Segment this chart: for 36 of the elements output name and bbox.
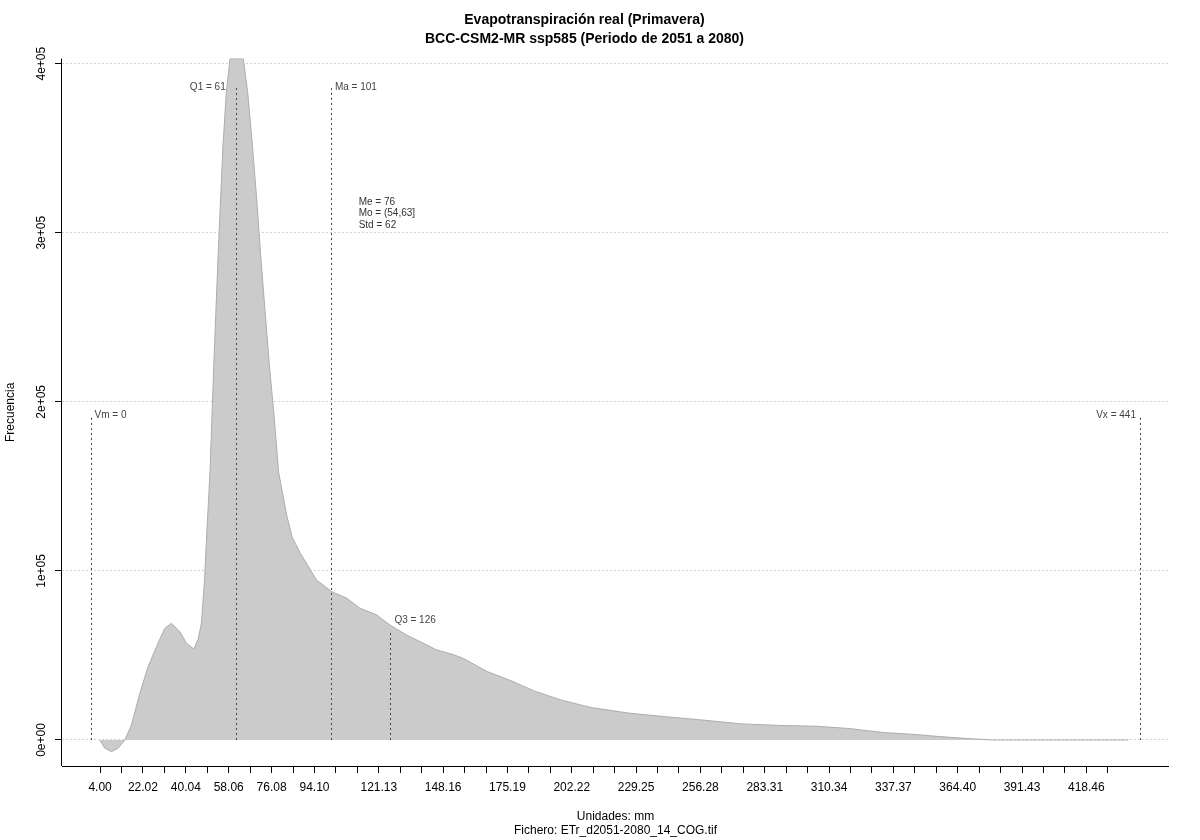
- x-tick-label: 121.13: [360, 779, 398, 794]
- annotation: Q1 = 61: [189, 81, 227, 93]
- x-tick-label: 175.19: [489, 779, 527, 794]
- chart-title: Evapotranspiración real (Primavera): [464, 11, 705, 28]
- x-tick-label: 229.25: [617, 779, 655, 794]
- x-tick-label: 418.46: [1067, 779, 1106, 794]
- x-tick-label: 94.10: [299, 779, 330, 794]
- x-tick-label: 364.40: [939, 779, 977, 794]
- x-tick-label: 337.37: [875, 779, 913, 794]
- text: Fichero: ETr_d2051-2080_14_COG.tif: [514, 823, 718, 838]
- x-axis-title: Unidades: mm: [576, 809, 655, 824]
- x-tick-label: 58.06: [213, 779, 245, 794]
- y-tick-label: 2e+05: [34, 384, 49, 419]
- y-tick-label: 3e+05: [34, 215, 49, 250]
- x-tick-label: 76.08: [256, 779, 287, 794]
- x-tick-label: 202.22: [553, 779, 591, 794]
- annotation: Vm = 0: [94, 409, 127, 421]
- chart-subtitle: BCC-CSM2-MR ssp585 (Periodo de 2051 a 2080): [425, 30, 744, 47]
- y-tick-label: 0e+00: [34, 722, 49, 757]
- x-tick-label: 256.28: [682, 779, 720, 794]
- annotation: Ma = 101: [334, 81, 378, 93]
- x-tick-label: 391.43: [1003, 779, 1041, 794]
- annotation: Mo = (54,63]: [358, 207, 416, 219]
- annotation: Q3 = 126: [394, 613, 437, 625]
- x-tick-label: 310.34: [810, 779, 848, 794]
- x-tick-label: 22.02: [127, 779, 159, 794]
- x-tick-label: 40.04: [170, 779, 202, 794]
- x-tick-label: 4.00: [88, 779, 113, 794]
- x-tick-label: 283.31: [746, 779, 784, 794]
- annotation: Me = 76: [358, 195, 396, 207]
- annotation: Std = 62: [358, 218, 397, 230]
- annotation: Vx = 441: [1096, 409, 1137, 421]
- y-tick-label: 1e+05: [34, 553, 49, 588]
- y-tick-label: 4e+05: [34, 46, 49, 81]
- y-axis-title: Frecuencia: [2, 382, 17, 442]
- x-tick-label: 148.16: [424, 779, 462, 794]
